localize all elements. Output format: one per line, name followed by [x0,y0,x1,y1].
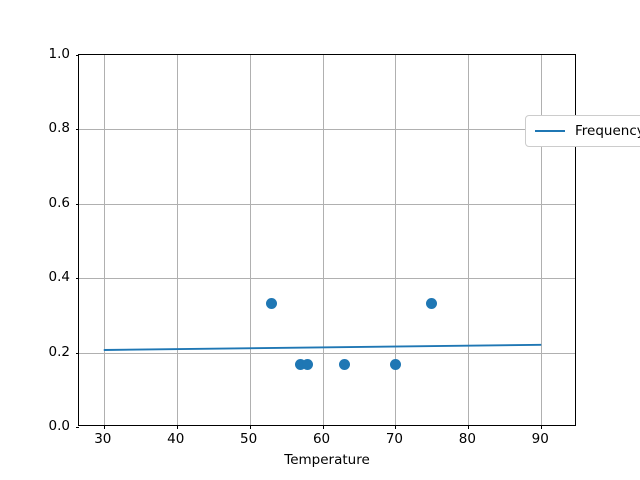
gridline-vertical [249,55,251,425]
legend: Frequency [525,115,640,147]
y-tick-mark [75,352,79,354]
y-tick-label: 1.0 [48,46,70,62]
gridline-horizontal [79,352,575,354]
x-axis-label: Temperature [284,452,370,468]
x-tick-mark [468,425,470,429]
y-tick-mark [75,129,79,131]
scatter-point [426,297,438,309]
gridline-horizontal [79,203,575,205]
gridline-vertical [468,55,470,425]
plot-area: Frequency [75,54,640,429]
scatter-point [389,359,401,371]
x-tick-label: 90 [531,431,549,447]
x-tick-label: 30 [94,431,112,447]
gridline-vertical [395,55,397,425]
x-tick-mark [541,425,543,429]
legend-line-sample-icon [535,130,565,132]
frequency-trend-line [103,343,542,351]
x-tick-label: 50 [240,431,258,447]
x-tick-label: 80 [458,431,476,447]
y-tick-mark [75,203,79,205]
y-tick-label: 0.0 [48,418,70,434]
gridline-vertical [103,55,105,425]
x-tick-mark [249,425,251,429]
gridline-vertical [541,55,543,425]
y-tick-label: 0.6 [48,194,70,211]
x-tick-mark [395,425,397,429]
scatter-point [302,359,314,371]
scatter-point [295,359,307,371]
x-tick-mark [103,425,105,429]
x-tick-mark [322,425,324,429]
x-tick-mark [176,425,178,429]
y-tick-mark [75,427,79,428]
gridline-horizontal [79,278,575,280]
y-tick-label: 0.2 [48,343,70,360]
scatter-point [265,297,277,309]
gridline-horizontal [79,129,575,131]
gridline-vertical [176,55,178,425]
x-tick-label: 70 [385,431,404,447]
y-tick-mark [75,55,79,56]
y-tick-label: 0.8 [48,120,70,137]
gridline-vertical [322,55,324,425]
y-tick-mark [75,278,79,280]
x-tick-label: 40 [167,431,185,447]
scatter-point [338,359,350,371]
legend-label: Frequency [575,123,640,139]
series-line-layer [103,343,542,351]
x-tick-label: 60 [312,431,331,447]
y-tick-label: 0.4 [48,269,70,286]
